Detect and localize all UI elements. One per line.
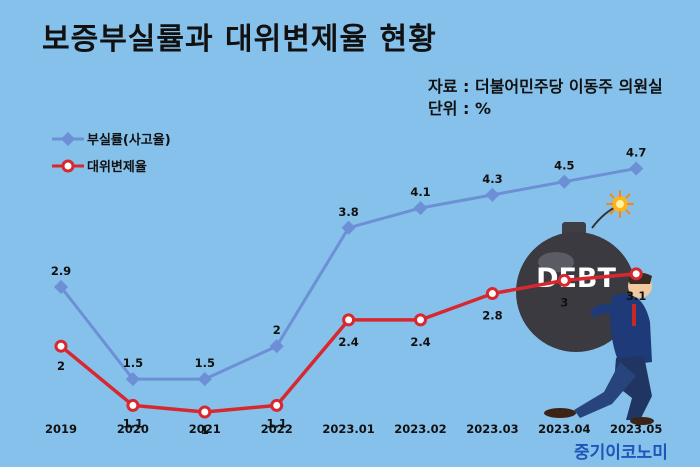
- legend-marker: [61, 159, 75, 173]
- data-label-default-rate: 4.3: [482, 172, 502, 186]
- legend-label-subrogation-rate: 대위변제율: [87, 159, 147, 175]
- data-point-default-rate: [557, 174, 572, 189]
- data-point-default-rate: [341, 220, 356, 235]
- data-label-default-rate: 4.1: [410, 185, 430, 199]
- data-point-subrogation-rate: [485, 287, 499, 301]
- series-subrogation-rate: 2 1.1 1 1.1 2.4 2.4 2.8 3 3.1: [54, 267, 646, 437]
- data-point-subrogation-rate: [126, 398, 140, 412]
- man-shoe-front: [544, 408, 576, 418]
- chart-title: 보증부실률과 대위변제율 현황: [42, 22, 437, 57]
- data-point-default-rate: [53, 279, 69, 295]
- data-label-subrogation-rate: 2.4: [410, 335, 430, 349]
- man-legs-front: [574, 362, 636, 418]
- bomb-highlight: [538, 252, 574, 272]
- data-point-default-rate: [413, 200, 428, 216]
- data-point-subrogation-rate: [342, 313, 356, 327]
- data-label-subrogation-rate: 1: [201, 423, 209, 437]
- series-group: 2.91.5 1.523.84.14.34.54.721.1 1 1.12.4 2.42…: [51, 146, 647, 437]
- unit-line: 단위 : %: [428, 99, 492, 118]
- man-jacket: [610, 293, 652, 366]
- data-label-default-rate: 2: [273, 323, 281, 337]
- x-tick-label: 2020: [117, 422, 149, 436]
- data-label-subrogation-rate: 1.1: [123, 416, 143, 430]
- debt-illustration: DEBT: [516, 190, 654, 425]
- data-point-subrogation-rate: [557, 273, 571, 287]
- data-point-default-rate: [197, 372, 212, 387]
- x-tick-label: 2019: [45, 422, 77, 436]
- data-label-subrogation-rate: 2: [57, 359, 65, 373]
- data-label-default-rate: 1.5: [123, 356, 143, 370]
- data-label-subrogation-rate: 3.1: [626, 289, 646, 303]
- data-point-subrogation-rate: [54, 339, 68, 353]
- data-point-default-rate: [125, 372, 140, 387]
- legend-item-default-rate: 부실률(사고율): [52, 131, 171, 148]
- data-point-default-rate: [269, 339, 284, 354]
- data-label-default-rate: 4.7: [626, 146, 646, 160]
- data-label-subrogation-rate: 2.4: [338, 335, 358, 349]
- x-axis: 2019 2020 2021 2022 2023.01 2023.02 2023.03 202…: [45, 422, 662, 436]
- source-note: 자료 : 더불어민주당 이동주 의원실 단위 : %: [428, 76, 663, 120]
- data-label-subrogation-rate: 3: [560, 295, 568, 309]
- legend-marker: [60, 131, 76, 147]
- x-tick-label: 2022: [261, 422, 293, 436]
- data-label-subrogation-rate: 2.8: [482, 309, 502, 323]
- series-default-rate: 2.9 1.5 1.5 2 3.8 4.1 4.3 4.5 4.7: [51, 146, 646, 387]
- data-label-default-rate: 4.5: [554, 159, 574, 173]
- x-tick-label: 2023.01: [322, 422, 374, 436]
- man-arm: [590, 304, 616, 318]
- data-label-subrogation-rate: 1.1: [267, 416, 287, 430]
- data-point-subrogation-rate: [414, 313, 427, 327]
- legend-item-subrogation-rate: 대위변제율: [52, 159, 147, 175]
- data-point-subrogation-rate: [270, 398, 284, 412]
- x-tick-label: 2023.02: [394, 422, 446, 436]
- man-tie: [632, 304, 636, 326]
- x-tick-label: 2021: [189, 422, 221, 436]
- spark-icon: [606, 190, 634, 218]
- data-label-default-rate: 2.9: [51, 264, 71, 278]
- data-point-subrogation-rate: [629, 267, 643, 281]
- legend-label-default-rate: 부실률(사고율): [87, 132, 171, 148]
- man-shoe-back: [630, 417, 654, 425]
- x-tick-label: 2023.04: [538, 422, 590, 436]
- source-line: 자료 : 더불어민주당 이동주 의원실: [428, 77, 663, 96]
- data-point-default-rate: [485, 187, 500, 202]
- data-point-default-rate: [629, 161, 644, 176]
- data-point-subrogation-rate: [198, 405, 212, 419]
- x-tick-label: 2023.05: [610, 422, 662, 436]
- data-label-default-rate: 3.8: [338, 205, 358, 219]
- data-label-default-rate: 1.5: [195, 356, 215, 370]
- legend: 부실률(사고율) 대위변제율: [52, 131, 171, 175]
- brand-logo: 중기이코노미: [574, 443, 668, 463]
- x-tick-label: 2023.03: [466, 422, 518, 436]
